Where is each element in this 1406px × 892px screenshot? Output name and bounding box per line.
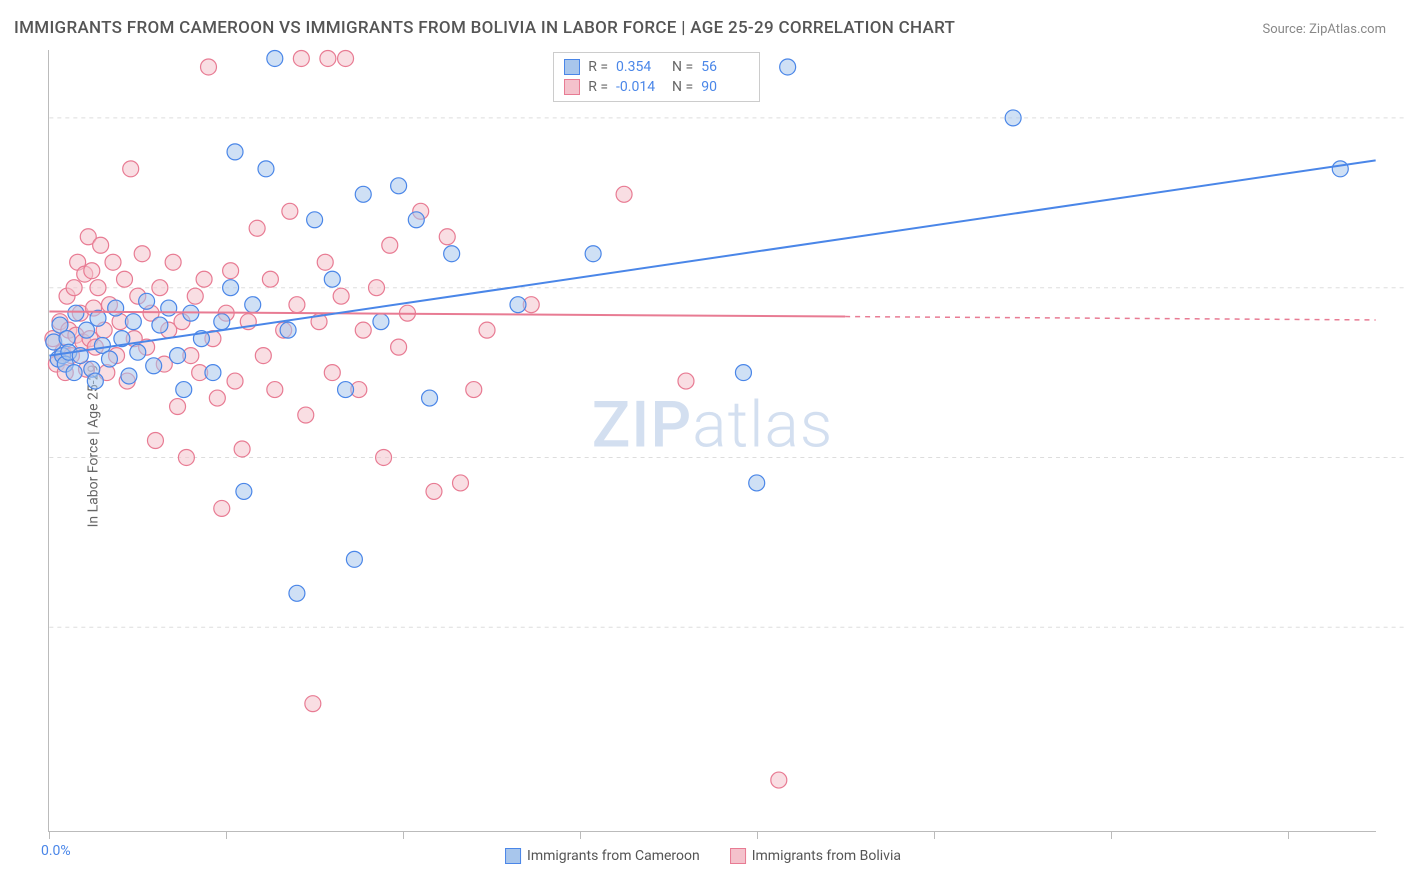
x-tick — [49, 831, 50, 839]
x-tick — [226, 831, 227, 839]
stats-legend-box: R = 0.354 N = 56 R = -0.014 N = 90 — [553, 52, 760, 102]
x-tick — [1288, 831, 1289, 839]
chart-svg — [49, 50, 1376, 831]
legend-item-bolivia: Immigrants from Bolivia — [730, 848, 901, 864]
x-tick — [934, 831, 935, 839]
chart-title: IMMIGRANTS FROM CAMEROON VS IMMIGRANTS F… — [14, 18, 955, 38]
legend-label-cameroon: Immigrants from Cameroon — [527, 848, 700, 864]
stats-row-cameroon: R = 0.354 N = 56 — [564, 57, 749, 77]
legend-item-cameroon: Immigrants from Cameroon — [505, 848, 700, 864]
stats-row-bolivia: R = -0.014 N = 90 — [564, 77, 749, 97]
swatch-bolivia-icon — [564, 79, 580, 95]
legend-swatch-bolivia-icon — [730, 848, 746, 864]
x-tick — [403, 831, 404, 839]
x-axis-min-label: 0.0% — [41, 843, 71, 859]
x-tick — [580, 831, 581, 839]
legend-swatch-cameroon-icon — [505, 848, 521, 864]
source-label: Source: ZipAtlas.com — [1262, 22, 1386, 37]
x-tick — [757, 831, 758, 839]
swatch-cameroon-icon — [564, 59, 580, 75]
legend-bottom: Immigrants from Cameroon Immigrants from… — [505, 848, 901, 864]
plot-area: ZIPatlas R = 0.354 N = 56 R = -0.014 N =… — [48, 50, 1376, 832]
x-tick — [1111, 831, 1112, 839]
legend-label-bolivia: Immigrants from Bolivia — [752, 848, 901, 864]
